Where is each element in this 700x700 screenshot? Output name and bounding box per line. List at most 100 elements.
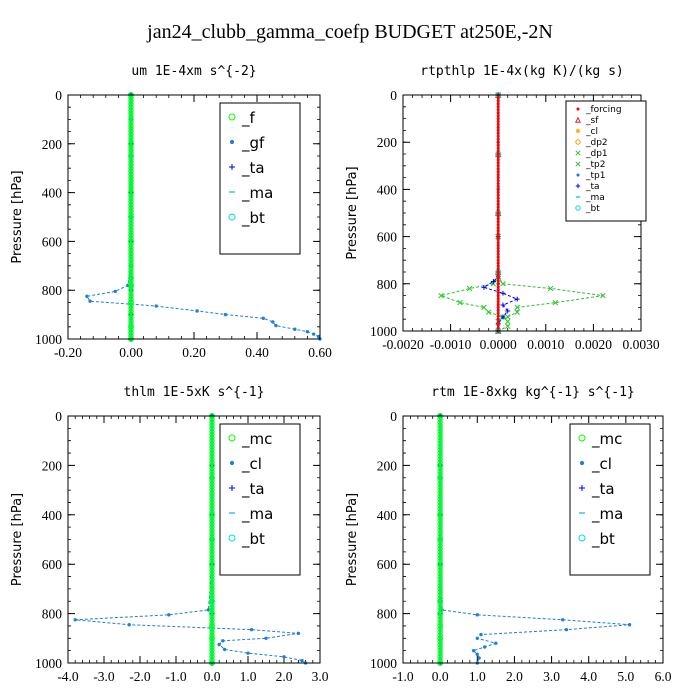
legend-marker (228, 213, 236, 221)
zero-line-marker (128, 107, 134, 113)
zero-line-marker (128, 171, 134, 178)
panel-title: rtpthlp 1E-4x(kg K)/(kg s) (420, 64, 624, 79)
zero-line-marker (209, 635, 215, 641)
y-tick-label: 600 (377, 230, 398, 245)
x-tick-label: 2.0 (506, 669, 523, 684)
zero-line-marker (209, 549, 215, 555)
zero-line-marker (437, 647, 443, 654)
zero-line-marker (128, 116, 134, 123)
zero-line-marker (128, 186, 134, 193)
zero-line-marker (128, 327, 134, 333)
zero-line-marker (437, 573, 443, 580)
zero-line-marker (496, 202, 500, 206)
zero-line-marker (496, 314, 500, 318)
x-tick-label: 0.60 (308, 345, 332, 360)
zero-line-marker (496, 158, 500, 162)
zero-line-marker (209, 456, 215, 462)
zero-line-marker (128, 119, 134, 126)
legend-entry: _tp2 (585, 160, 605, 170)
zero-line-marker (437, 592, 443, 598)
data-point (217, 642, 221, 647)
zero-line-marker (209, 583, 215, 589)
legend-entry: _cl (585, 127, 598, 137)
zero-line-marker (128, 214, 134, 220)
zero-line-marker (496, 249, 500, 253)
zero-line-marker (496, 155, 500, 159)
y-tick-label: 400 (42, 186, 63, 201)
zero-line-marker (496, 190, 500, 194)
zero-line-marker (437, 438, 443, 444)
plot-frame (67, 415, 321, 664)
zero-line-marker (496, 140, 500, 144)
zero-line-marker (128, 168, 134, 174)
zero-line-marker (437, 518, 443, 524)
zero-line-marker (209, 564, 215, 570)
zero-line-marker (209, 505, 215, 512)
data-point (316, 334, 321, 339)
zero-line-marker (209, 552, 215, 558)
zero-line-marker (437, 490, 443, 496)
zero-line-marker (437, 644, 443, 651)
zero-line-marker (496, 238, 500, 242)
data-point (274, 323, 278, 328)
legend-box (219, 102, 301, 255)
data-point (88, 299, 92, 303)
zero-line-marker (209, 589, 215, 595)
x-tick-label: -1.0 (392, 669, 414, 684)
zero-line-marker (128, 238, 134, 245)
x-tick-label: 1.0 (240, 669, 257, 684)
panel-title: um 1E-4xm s^{-2} (131, 64, 256, 79)
legend-entry: _dp1 (585, 149, 608, 159)
zero-line-marker (128, 226, 134, 232)
zero-line-marker (209, 490, 215, 496)
y-tick-label: 200 (377, 458, 398, 473)
zero-line-marker (128, 196, 134, 202)
zero-line-marker (496, 302, 500, 306)
zero-line-marker (437, 444, 443, 450)
x-tick-label: -4.0 (57, 669, 79, 684)
zero-line-marker (209, 561, 215, 567)
zero-line-marker (437, 651, 443, 657)
data-point (485, 309, 492, 315)
legend-entry: _bt (591, 530, 615, 549)
zero-line-marker (437, 558, 443, 564)
legend-box (219, 423, 301, 576)
zero-line-marker (437, 487, 443, 493)
zero-line-marker (496, 125, 500, 129)
zero-line-marker (209, 613, 215, 620)
zero-line-marker (128, 220, 134, 226)
zero-line-marker (128, 321, 134, 327)
data-point (223, 312, 228, 317)
zero-line-marker (496, 199, 500, 203)
legend-entry: _gf (241, 134, 265, 153)
x-tick-label: 0.00 (119, 345, 143, 360)
zero-line-marker (209, 434, 215, 441)
zero-line-marker (209, 644, 215, 651)
legend-marker (576, 107, 580, 111)
legend-entry: _ta (585, 182, 600, 192)
zero-line-marker (496, 137, 500, 141)
zero-line-marker (496, 282, 500, 286)
data-point (261, 316, 265, 320)
data-point (312, 332, 316, 336)
zero-line-marker (437, 459, 443, 466)
zero-line-marker (128, 223, 134, 229)
zero-line-marker (496, 273, 500, 277)
legend-marker (578, 534, 586, 542)
zero-line-marker (437, 654, 443, 660)
zero-line-marker (437, 428, 443, 435)
zero-line-marker (209, 475, 215, 481)
zero-line-marker (209, 555, 215, 561)
data-point (264, 636, 268, 640)
zero-line-marker (128, 278, 134, 284)
zero-line-marker (437, 595, 443, 601)
zero-line-marker (209, 573, 215, 580)
zero-line-marker (128, 202, 134, 208)
data-point (491, 279, 496, 284)
data-point (475, 652, 479, 657)
zero-line-marker (128, 147, 134, 153)
zero-line-marker (128, 110, 134, 117)
zero-line-marker (128, 177, 134, 184)
legend: _f _gf _ta _ma _bt (219, 102, 301, 255)
y-tick-label: 1000 (370, 324, 397, 339)
